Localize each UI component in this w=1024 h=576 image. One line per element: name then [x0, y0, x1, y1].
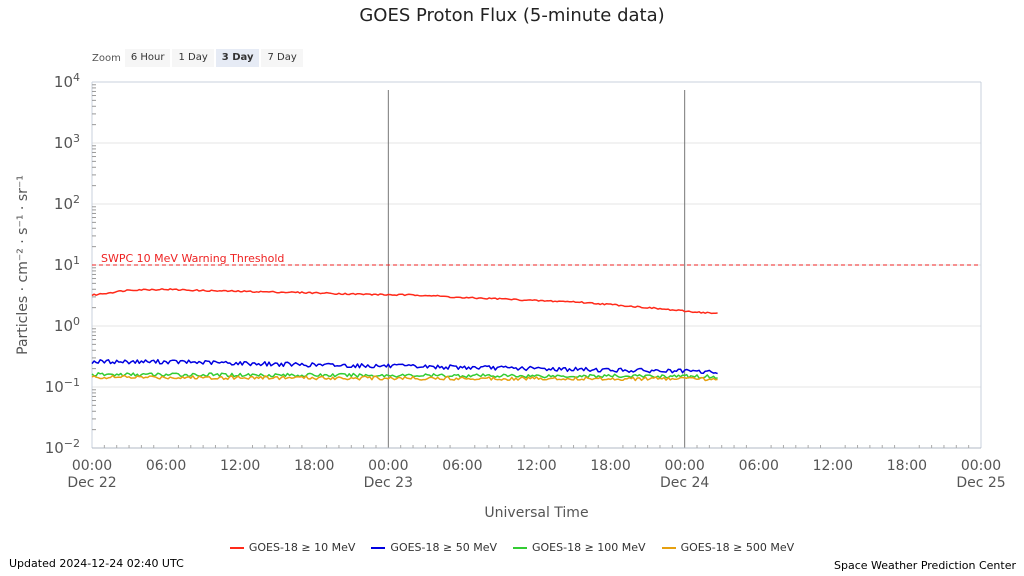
legend-label-100mev: GOES-18 ≥ 100 MeV: [532, 541, 646, 554]
y-axis-title: Particles · cm⁻² · s⁻¹ · sr⁻¹: [15, 175, 31, 355]
legend-swatch-50mev: [371, 546, 386, 549]
legend-label-50mev: GOES-18 ≥ 50 MeV: [390, 541, 497, 554]
x-tick-time-label: 06:00: [146, 458, 186, 474]
x-tick-time-label: 00:00: [664, 458, 704, 474]
zoom-1-day-button[interactable]: 1 Day: [172, 49, 214, 67]
zoom-3-day-button[interactable]: 3 Day: [215, 49, 260, 67]
x-tick-time-label: 12:00: [813, 458, 853, 474]
series-line-10mev: [91, 288, 718, 315]
y-tick-label: 10−1: [45, 376, 80, 396]
x-tick-date-label: Dec 25: [956, 475, 1005, 491]
legend-label-500mev: GOES-18 ≥ 500 MeV: [680, 541, 795, 554]
threshold-label: SWPC 10 MeV Warning Threshold: [101, 252, 284, 265]
legend-item-10mev[interactable]: GOES-18 ≥ 10 MeV: [229, 541, 356, 554]
legend-swatch-500mev: [661, 546, 676, 549]
series-layer: [91, 288, 718, 382]
x-tick-time-label: 06:00: [442, 458, 482, 474]
x-tick-time-label: 18:00: [590, 458, 630, 474]
zoom-bar: Zoom 6 Hour 1 Day 3 Day 7 Day: [92, 49, 305, 67]
x-tick-date-label: Dec 23: [364, 475, 413, 491]
x-tick-date-label: Dec 22: [67, 475, 116, 491]
x-tick-time-label: 00:00: [368, 458, 408, 474]
legend: GOES-18 ≥ 10 MeV GOES-18 ≥ 50 MeV GOES-1…: [0, 541, 1024, 554]
zoom-label: Zoom: [92, 52, 121, 64]
credit-text: Space Weather Prediction Center: [834, 559, 1016, 572]
updated-timestamp: Updated 2024-12-24 02:40 UTC: [9, 557, 184, 570]
legend-swatch-10mev: [229, 546, 244, 549]
x-tick-time-label: 00:00: [961, 458, 1001, 474]
y-tick-label: 10−2: [45, 437, 80, 457]
x-axis-title: Universal Time: [484, 505, 588, 521]
series-line-500mev: [91, 374, 718, 382]
x-tick-time-label: 12:00: [516, 458, 556, 474]
y-tick-label: 100: [54, 315, 80, 335]
legend-item-50mev[interactable]: GOES-18 ≥ 50 MeV: [371, 541, 497, 554]
y-tick-label: 103: [54, 132, 80, 152]
x-tick-time-label: 12:00: [220, 458, 260, 474]
zoom-6-hour-button[interactable]: 6 Hour: [124, 49, 171, 67]
legend-item-100mev[interactable]: GOES-18 ≥ 100 MeV: [513, 541, 646, 554]
zoom-7-day-button[interactable]: 7 Day: [261, 49, 303, 67]
x-tick-date-label: Dec 24: [660, 475, 709, 491]
legend-swatch-100mev: [513, 546, 527, 549]
threshold-layer: SWPC 10 MeV Warning Threshold: [92, 252, 981, 266]
x-tick-time-label: 18:00: [294, 458, 334, 474]
y-tick-label: 101: [54, 254, 80, 274]
series-line-50mev: [91, 358, 718, 375]
chart-title: GOES Proton Flux (5-minute data): [359, 5, 665, 26]
legend-label-10mev: GOES-18 ≥ 10 MeV: [248, 541, 356, 554]
x-tick-time-label: 06:00: [739, 458, 779, 474]
x-tick-time-label: 18:00: [887, 458, 927, 474]
y-tick-label: 102: [54, 193, 80, 213]
x-tick-time-label: 00:00: [72, 458, 112, 474]
y-tick-label: 104: [54, 71, 80, 91]
legend-item-500mev[interactable]: GOES-18 ≥ 500 MeV: [661, 541, 795, 554]
series-line-100mev: [91, 372, 718, 380]
